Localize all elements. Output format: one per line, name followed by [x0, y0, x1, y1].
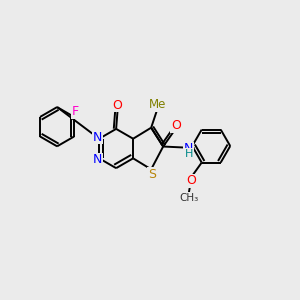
Text: H: H	[185, 149, 193, 159]
Text: N: N	[184, 142, 194, 155]
Text: O: O	[186, 175, 196, 188]
Text: Me: Me	[149, 98, 167, 112]
Text: N: N	[93, 131, 102, 144]
Text: N: N	[93, 153, 102, 166]
Text: O: O	[171, 119, 181, 132]
Text: F: F	[72, 105, 79, 119]
Text: S: S	[148, 168, 156, 181]
Text: CH₃: CH₃	[179, 193, 198, 203]
Text: O: O	[113, 99, 122, 112]
